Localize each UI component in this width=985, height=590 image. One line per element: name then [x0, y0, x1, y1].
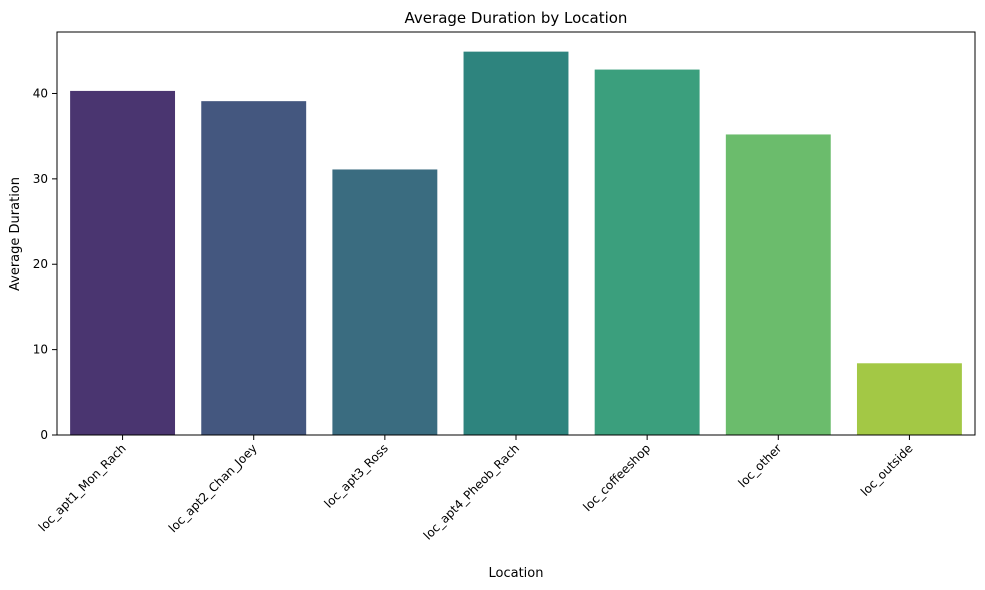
y-tick-label: 30 [33, 172, 48, 186]
y-tick-label: 20 [33, 257, 48, 271]
x-tick-label: loc_apt3_Ross [322, 441, 391, 510]
y-axis: 0 10 20 30 40 [33, 86, 57, 442]
bar-loc_other [725, 134, 831, 435]
y-tick-label: 40 [33, 86, 48, 100]
bars-group [70, 51, 962, 436]
y-tick-label: 0 [40, 428, 48, 442]
x-tick-label: loc_coffeeshop [580, 441, 653, 514]
bar-loc_coffeeshop [594, 69, 700, 435]
x-tick-label: loc_apt2_Chan_Joey [166, 441, 260, 535]
bar-loc_outside [856, 363, 962, 435]
x-tick-label: loc_apt4_Pheob_Rach [421, 441, 522, 542]
x-axis-label: Location [489, 566, 544, 581]
x-tick-label: loc_apt1_Mon_Rach [36, 441, 129, 534]
bar-loc_apt2_Chan_Joey [201, 101, 307, 435]
y-axis-label: Average Duration [8, 177, 23, 291]
x-axis: loc_apt1_Mon_Rach loc_apt2_Chan_Joey loc_a… [36, 435, 916, 543]
bar-loc_apt4_Pheob_Rach [463, 51, 569, 436]
x-tick-label: loc_other [735, 441, 784, 490]
chart-title: Average Duration by Location [405, 9, 628, 27]
x-tick-label: loc_outside [858, 441, 916, 499]
bar-loc_apt3_Ross [332, 169, 438, 435]
y-tick-label: 10 [33, 343, 48, 357]
bar-loc_apt1_Mon_Rach [70, 90, 176, 435]
